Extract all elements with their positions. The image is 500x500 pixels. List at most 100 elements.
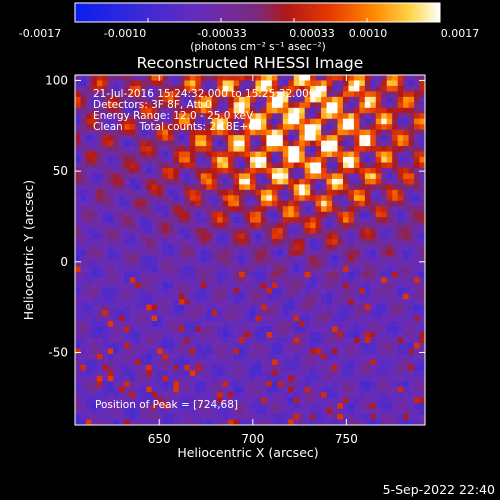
heatmap-cell bbox=[206, 408, 213, 415]
heatmap-cell bbox=[233, 211, 240, 218]
heatmap-cell bbox=[107, 75, 114, 81]
heatmap-cell bbox=[173, 211, 180, 218]
x-tick-label: 750 bbox=[335, 432, 358, 446]
heatmap-cell bbox=[135, 370, 142, 377]
heatmap-cell bbox=[386, 162, 393, 169]
heatmap-cell bbox=[321, 135, 327, 142]
heatmap-cell bbox=[304, 162, 311, 169]
heatmap-cell bbox=[118, 167, 125, 174]
heatmap-cell bbox=[408, 167, 415, 174]
heatmap-cell bbox=[321, 195, 327, 202]
heatmap-cell bbox=[250, 140, 256, 147]
heatmap-cell bbox=[348, 195, 355, 202]
heatmap-cell bbox=[392, 195, 399, 202]
heatmap-cell bbox=[222, 244, 229, 251]
heatmap-cell bbox=[255, 135, 262, 142]
heatmap-cell bbox=[397, 157, 404, 163]
heatmap-cell bbox=[364, 195, 371, 202]
heatmap-cell bbox=[260, 80, 267, 87]
heatmap-cell bbox=[293, 118, 300, 125]
heatmap-cell bbox=[255, 299, 262, 306]
heatmap-cell bbox=[386, 222, 393, 229]
heatmap-cell bbox=[107, 91, 114, 98]
heatmap-cell bbox=[107, 392, 114, 399]
heatmap-cell bbox=[162, 392, 169, 399]
heatmap-cell bbox=[124, 271, 131, 278]
heatmap-cell bbox=[129, 293, 136, 300]
heatmap-cell bbox=[206, 282, 213, 289]
heatmap-cell bbox=[195, 359, 202, 366]
heatmap-cell bbox=[277, 310, 284, 317]
heatmap-cell bbox=[419, 337, 425, 344]
heatmap-cell bbox=[342, 282, 349, 289]
heatmap-cell bbox=[337, 326, 344, 333]
heatmap-cell bbox=[332, 315, 338, 322]
heatmap-cell bbox=[403, 375, 409, 382]
heatmap-cell bbox=[189, 85, 196, 92]
heatmap-cell bbox=[370, 107, 377, 114]
heatmap-cell bbox=[217, 228, 224, 234]
heatmap-cell bbox=[157, 151, 163, 158]
heatmap-cell bbox=[118, 321, 125, 327]
heatmap-cell bbox=[157, 140, 163, 147]
heatmap-cell bbox=[91, 206, 98, 213]
heatmap-cell bbox=[266, 200, 273, 207]
heatmap-cell bbox=[326, 91, 333, 98]
heatmap-cell bbox=[381, 222, 388, 229]
heatmap-cell bbox=[370, 239, 377, 245]
heatmap-cell bbox=[217, 135, 224, 142]
heatmap-cell bbox=[414, 299, 420, 306]
heatmap-cell bbox=[211, 118, 218, 125]
heatmap-cell bbox=[370, 260, 377, 267]
heatmap-cell bbox=[304, 255, 311, 262]
heatmap-cell bbox=[348, 151, 355, 158]
heatmap-cell bbox=[244, 375, 251, 382]
heatmap-cell bbox=[222, 315, 229, 322]
heatmap-cell bbox=[332, 370, 338, 377]
heatmap-cell bbox=[107, 113, 114, 120]
heatmap-cell bbox=[364, 91, 371, 98]
heatmap-cell bbox=[321, 80, 327, 87]
heatmap-cell bbox=[403, 310, 409, 317]
heatmap-cell bbox=[299, 239, 306, 245]
heatmap-cell bbox=[173, 348, 180, 355]
heatmap-cell bbox=[211, 91, 218, 98]
heatmap-cell bbox=[102, 211, 109, 218]
heatmap-cell bbox=[370, 266, 377, 273]
heatmap-cell bbox=[392, 326, 399, 333]
heatmap-cell bbox=[184, 271, 191, 278]
heatmap-cell bbox=[266, 414, 273, 420]
heatmap-cell bbox=[173, 375, 180, 382]
heatmap-cell bbox=[129, 135, 136, 142]
heatmap-cell bbox=[332, 129, 338, 136]
heatmap-cell bbox=[392, 217, 399, 224]
heatmap-cell bbox=[75, 173, 81, 180]
heatmap-cell bbox=[250, 310, 256, 317]
heatmap-cell bbox=[271, 332, 278, 338]
heatmap-cell bbox=[217, 96, 224, 103]
heatmap-cell bbox=[157, 277, 163, 284]
heatmap-cell bbox=[107, 288, 114, 295]
heatmap-cell bbox=[271, 113, 278, 120]
heatmap-cell bbox=[85, 326, 92, 333]
heatmap-cell bbox=[124, 80, 131, 87]
heatmap-cell bbox=[146, 200, 152, 207]
heatmap-cell bbox=[299, 91, 306, 98]
heatmap-cell bbox=[260, 326, 267, 333]
heatmap-cell bbox=[118, 107, 125, 114]
heatmap-cell bbox=[342, 124, 349, 131]
heatmap-cell bbox=[326, 403, 333, 409]
heatmap-cell bbox=[222, 233, 229, 240]
heatmap-cell bbox=[255, 386, 262, 393]
heatmap-cell bbox=[332, 184, 338, 191]
heatmap-cell bbox=[135, 96, 142, 103]
heatmap-cell bbox=[282, 310, 289, 317]
heatmap-cell bbox=[348, 337, 355, 344]
heatmap-cell bbox=[96, 107, 103, 114]
heatmap-cell bbox=[206, 113, 213, 120]
heatmap-cell bbox=[260, 135, 267, 142]
heatmap-cell bbox=[211, 124, 218, 131]
heatmap-cell bbox=[348, 113, 355, 120]
heatmap-cell bbox=[85, 271, 92, 278]
heatmap-cell bbox=[348, 107, 355, 114]
